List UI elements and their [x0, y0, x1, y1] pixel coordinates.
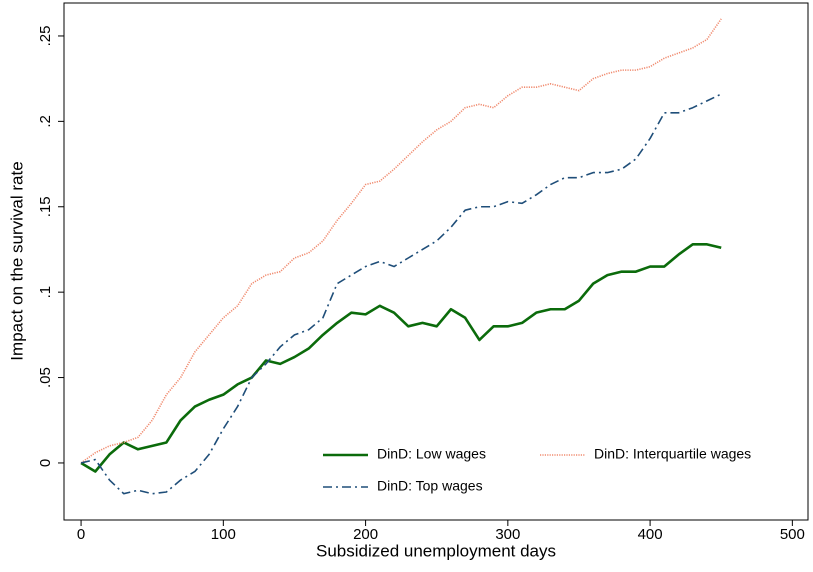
y-tick-label: 0: [37, 459, 54, 467]
series-line: [80, 243, 722, 473]
series-line: [80, 18, 722, 464]
x-tick-label: 0: [77, 526, 85, 543]
legend-label: DinD: Low wages: [377, 446, 486, 462]
y-tick-label: .05: [37, 367, 54, 388]
x-tick-label: 400: [638, 526, 663, 543]
series-line: [80, 93, 722, 495]
x-tick-label: 300: [495, 526, 520, 543]
x-tick-label: 500: [780, 526, 805, 543]
x-axis-title: Subsidized unemployment days: [316, 541, 556, 560]
legend-label: DinD: Interquartile wages: [594, 446, 751, 462]
y-tick-label: .2: [37, 115, 54, 128]
y-tick-label: .15: [37, 196, 54, 217]
legend-label: DinD: Top wages: [377, 478, 483, 494]
y-tick-label: .1: [37, 286, 54, 299]
plot-frame: [63, 2, 809, 521]
y-tick-label: .25: [37, 26, 54, 47]
x-tick-label: 200: [353, 526, 378, 543]
x-tick-label: 100: [211, 526, 236, 543]
y-axis-title: Impact on the survival rate: [7, 161, 26, 360]
